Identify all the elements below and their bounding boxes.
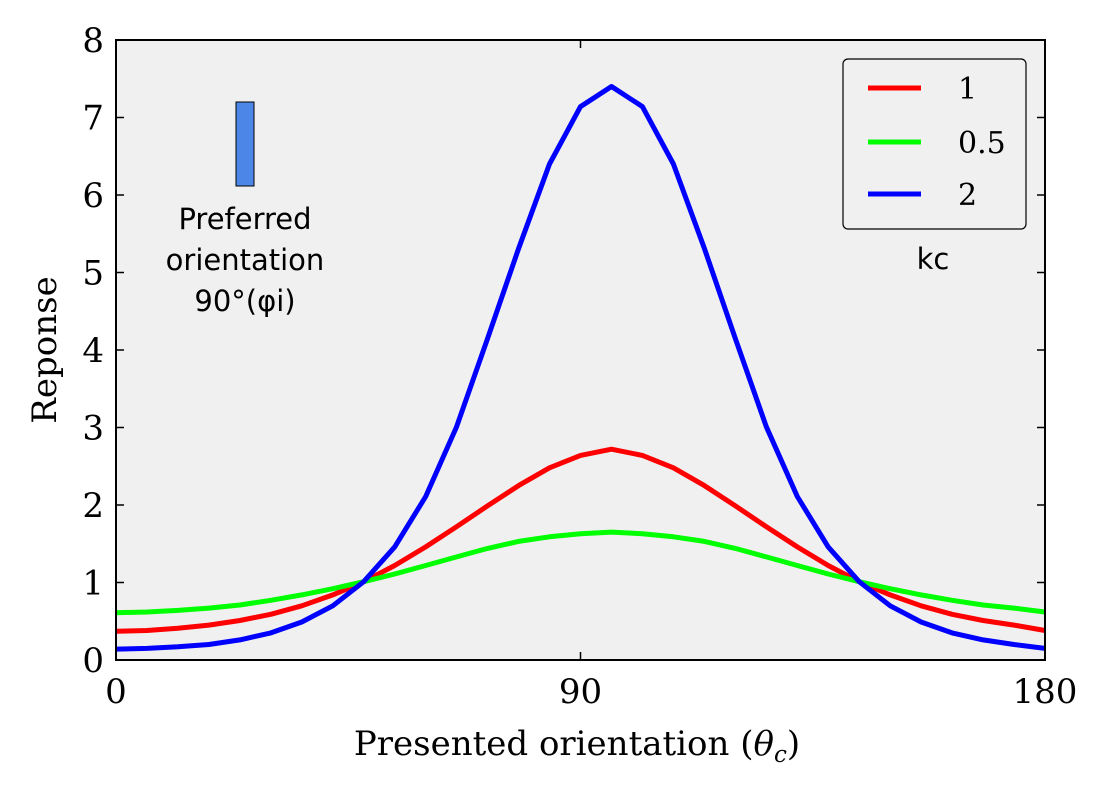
series-layer bbox=[115, 84, 1046, 652]
x-axis-label: Presented orientation (θc) bbox=[354, 724, 800, 768]
tick-layer: 0 90 180 0 1 2 3 4 5 6 7 8 bbox=[82, 21, 1077, 712]
y-axis-label: Reponse bbox=[25, 276, 65, 423]
legend: 1 0.5 2 bbox=[842, 58, 1027, 230]
legend-label-0-5: 0.5 bbox=[958, 126, 1006, 161]
y-tick-label: 0 bbox=[82, 641, 104, 681]
annotation-line-1: Preferred bbox=[178, 202, 311, 236]
x-tick-label: 180 bbox=[1013, 672, 1078, 712]
legend-label-2: 2 bbox=[958, 178, 977, 213]
y-tick-label: 7 bbox=[82, 99, 104, 139]
y-tick-label: 6 bbox=[82, 176, 104, 216]
series-line-2 bbox=[115, 84, 1046, 652]
series-line-0-5 bbox=[115, 529, 1046, 616]
y-tick-label: 2 bbox=[82, 486, 104, 526]
legend-label-1: 1 bbox=[958, 72, 977, 107]
legend-box bbox=[842, 58, 1027, 230]
legend-title: kc bbox=[917, 242, 950, 276]
y-tick-label: 1 bbox=[82, 564, 104, 604]
series-line-1 bbox=[115, 446, 1046, 634]
y-tick-label: 8 bbox=[82, 21, 104, 61]
annotation-line-2: orientation bbox=[166, 243, 325, 277]
y-tick-label: 3 bbox=[82, 409, 104, 449]
preferred-orientation-marker bbox=[235, 101, 255, 187]
x-tick-label: 90 bbox=[559, 672, 602, 712]
y-tick-label: 4 bbox=[82, 331, 104, 371]
annotation-line-3: 90°(φi) bbox=[194, 284, 295, 318]
x-tick-label: 0 bbox=[105, 672, 127, 712]
y-tick-label: 5 bbox=[82, 254, 104, 294]
